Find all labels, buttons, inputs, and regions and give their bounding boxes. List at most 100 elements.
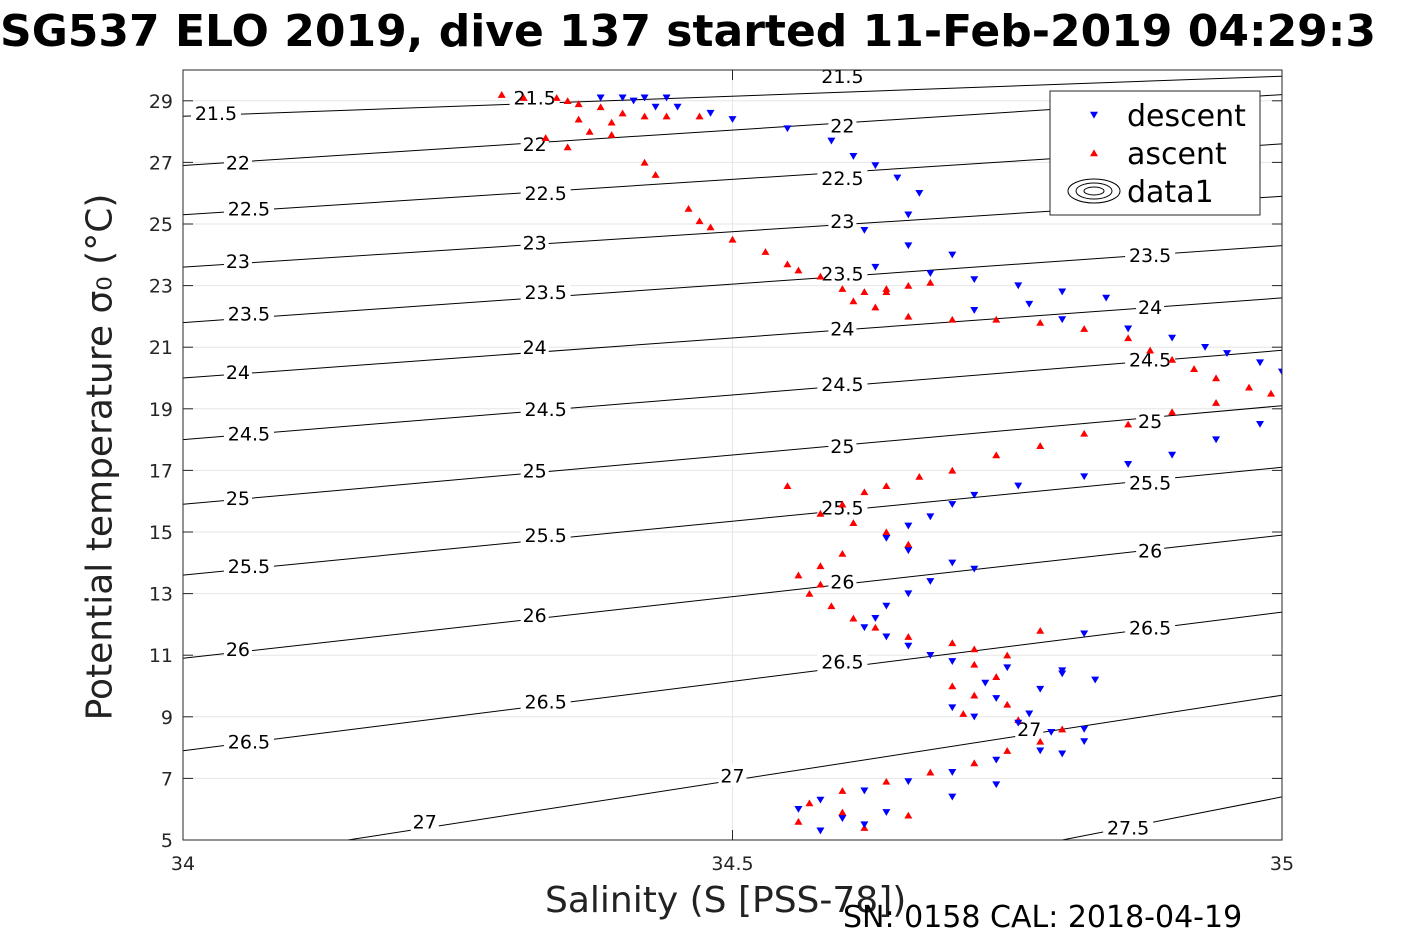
descent-point (948, 501, 957, 508)
contour-label-bg (828, 434, 857, 457)
ascent-point (970, 660, 979, 668)
contour-label-bg (223, 302, 274, 325)
x-tick-label: 34 (171, 853, 195, 875)
contour-label-bg (520, 336, 549, 359)
ascent-point (1212, 374, 1221, 382)
contour-label: 25.5 (821, 497, 863, 519)
ascent-point (882, 482, 891, 489)
descent-point (904, 522, 913, 530)
ascent-point (695, 217, 704, 225)
ascent-point (948, 639, 957, 647)
ascent-point (948, 466, 957, 474)
descent-point (904, 242, 913, 250)
ascent-point (816, 562, 825, 570)
contour-label-bg (828, 114, 857, 137)
ascent-point (882, 528, 891, 536)
descent-point (596, 94, 605, 102)
descent-point (1300, 406, 1308, 413)
ascent-point (959, 710, 968, 717)
ascent-point (882, 285, 891, 292)
descent-point (728, 116, 737, 123)
descent-point (1014, 282, 1023, 290)
ascent-point (1003, 651, 1012, 659)
ascent-point (849, 297, 858, 305)
ascent-point (860, 488, 869, 496)
y-tick-label: 17 (149, 460, 173, 482)
ascent-point (1003, 747, 1012, 754)
y-tick-label: 21 (149, 337, 173, 359)
y-tick-label: 29 (149, 91, 173, 113)
descent-point (948, 658, 957, 665)
ascent-point (574, 100, 583, 108)
legend-contour-icon (1083, 186, 1105, 196)
descent-point (1278, 368, 1282, 376)
contour-label: 22 (226, 152, 250, 174)
ascent-point (915, 472, 924, 480)
contour-line-25.5 (183, 466, 1282, 576)
descent-point (838, 815, 847, 823)
descent-point (1201, 344, 1210, 351)
density-contours (183, 75, 1282, 840)
ascent-series (497, 91, 1276, 831)
contour-label-bg (223, 249, 252, 272)
ascent-point (728, 235, 737, 243)
descent-point (1014, 719, 1023, 727)
contour-label-bg (817, 650, 868, 673)
ascent-point (838, 500, 847, 508)
descent-point (1256, 421, 1265, 428)
contour-label-bg (1015, 718, 1044, 741)
legend-data1-label: data1 (1127, 175, 1214, 210)
ascent-point (585, 128, 594, 135)
descent-point (992, 781, 1001, 789)
contour-label: 23.5 (228, 303, 270, 325)
x-tick-label: 34.5 (711, 853, 753, 875)
descent-point (1322, 390, 1330, 397)
descent-point (970, 565, 979, 573)
x-axis-label: Salinity (S [PSS-78]) (545, 880, 907, 921)
chart-title: SG537 ELO 2019, dive 137 started 11-Feb-… (0, 6, 1377, 57)
ascent-point (948, 315, 957, 323)
contour-label: 23.5 (525, 282, 567, 304)
y-tick-label: 15 (149, 522, 173, 544)
contour-line-21.5 (183, 75, 1282, 117)
contour-label: 24 (523, 337, 547, 359)
descent-point (1300, 381, 1308, 388)
contour-label-bg (817, 166, 868, 189)
contour-label: 23.5 (821, 263, 863, 285)
contour-label: 21.5 (514, 88, 556, 110)
descent-point (904, 590, 913, 598)
descent-point (662, 94, 671, 102)
y-tick-label: 25 (149, 214, 173, 236)
contour-label: 22.5 (525, 183, 567, 205)
descent-point (783, 125, 792, 133)
ascent-point (926, 278, 935, 286)
ascent-point (695, 112, 704, 120)
contour-label: 27 (1017, 719, 1041, 741)
ascent-point (904, 282, 913, 289)
ascent-point (838, 787, 847, 794)
y-tick-label: 23 (149, 276, 173, 298)
ascent-point (827, 602, 836, 610)
descent-point (673, 103, 682, 111)
y-tick-label: 5 (161, 830, 173, 852)
contour-line-26.5 (183, 611, 1282, 752)
descent-point (981, 679, 990, 687)
ascent-point (805, 799, 814, 807)
contour-label: 23 (830, 211, 854, 233)
descent-point (904, 778, 913, 786)
contour-label-bg (520, 231, 549, 254)
legend-ascent-label: ascent (1127, 137, 1227, 172)
contour-line-24 (183, 297, 1282, 379)
ascent-point (783, 260, 792, 268)
descent-point (1003, 664, 1012, 672)
tick-labels: 34 34.5 35 5 7 9 11 13 15 17 19 21 23 25 27 29 (149, 91, 1294, 875)
contour-label: 24.5 (525, 399, 567, 421)
ascent-point (904, 633, 913, 640)
descent-point (970, 276, 979, 284)
ascent-point (563, 97, 572, 104)
descent-point (651, 103, 660, 111)
contour-label-bg (520, 459, 549, 482)
ascent-point (1058, 725, 1067, 733)
ascent-point (871, 623, 880, 631)
